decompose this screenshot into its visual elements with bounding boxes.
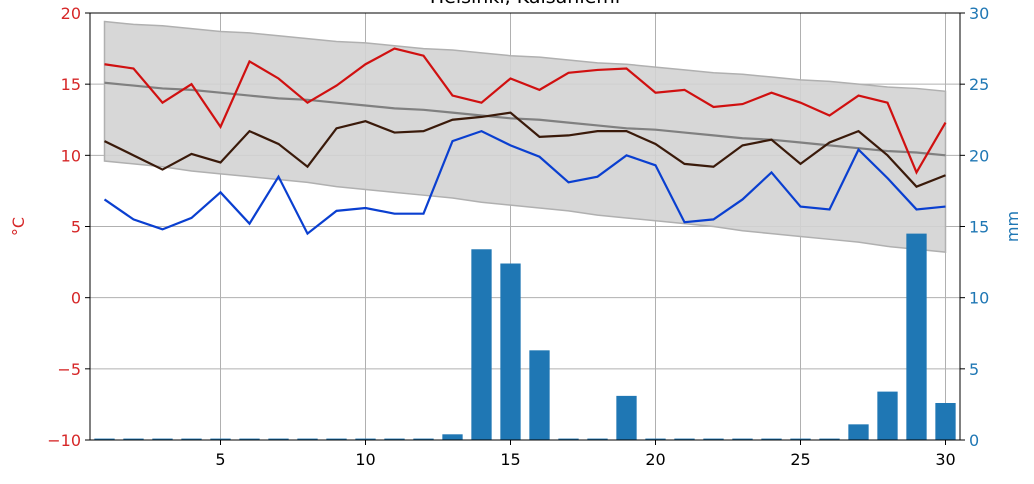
bar xyxy=(500,263,521,440)
bar xyxy=(587,438,608,440)
plot-frame xyxy=(89,12,961,441)
x-tick-label: 15 xyxy=(500,450,520,469)
bar xyxy=(355,438,376,440)
bar xyxy=(819,438,840,440)
normal-range xyxy=(103,20,947,253)
y2-tick-label: 25 xyxy=(969,75,989,94)
bar xyxy=(877,391,898,440)
bar xyxy=(790,438,811,440)
bar xyxy=(558,438,579,440)
y-tick-label: 10 xyxy=(61,146,81,165)
bar xyxy=(703,438,724,440)
y-tick-label: 15 xyxy=(61,75,81,94)
line xyxy=(104,111,946,188)
bar xyxy=(906,233,927,440)
bar xyxy=(152,438,173,440)
y-tick-label: −10 xyxy=(47,431,81,450)
y2-tick-label: 20 xyxy=(969,146,989,165)
x-tick-label: 10 xyxy=(355,450,375,469)
bar xyxy=(761,438,782,440)
chart-title: Helsinki, Kaisaniemi xyxy=(430,0,620,8)
bar xyxy=(239,438,260,440)
bar xyxy=(645,438,666,440)
bar xyxy=(442,434,463,440)
y-tick-label: 20 xyxy=(61,4,81,23)
y2-tick-label: 15 xyxy=(969,218,989,237)
line xyxy=(104,47,947,175)
y2-tick-label: 10 xyxy=(969,289,989,308)
x-tick-label: 5 xyxy=(215,450,225,469)
bar xyxy=(529,350,550,440)
bar xyxy=(181,438,202,440)
y-axis-label: °C xyxy=(9,217,28,236)
bar xyxy=(384,438,405,440)
y2-axis-label: mm xyxy=(1003,211,1022,242)
bar xyxy=(471,249,492,440)
bar xyxy=(848,424,869,440)
bar xyxy=(210,438,231,440)
bar xyxy=(326,438,347,440)
bar xyxy=(94,438,115,440)
bar xyxy=(935,402,956,440)
x-tick-label: 25 xyxy=(790,450,810,469)
y2-tick-label: 0 xyxy=(969,431,979,450)
y2-tick-label: 30 xyxy=(969,4,989,23)
bar xyxy=(268,438,289,440)
y-tick-label: 0 xyxy=(71,289,81,308)
y2-tick-label: 5 xyxy=(969,360,979,379)
bar xyxy=(123,438,144,440)
bar xyxy=(297,438,318,440)
bar xyxy=(616,395,637,440)
line xyxy=(103,129,946,236)
y-tick-label: −5 xyxy=(57,360,81,379)
bar xyxy=(732,438,753,440)
y-tick-label: 5 xyxy=(71,218,81,237)
line xyxy=(104,81,946,157)
x-tick-label: 30 xyxy=(935,450,955,469)
x-tick-label: 20 xyxy=(645,450,665,469)
bar xyxy=(413,438,434,440)
bar xyxy=(674,438,695,440)
